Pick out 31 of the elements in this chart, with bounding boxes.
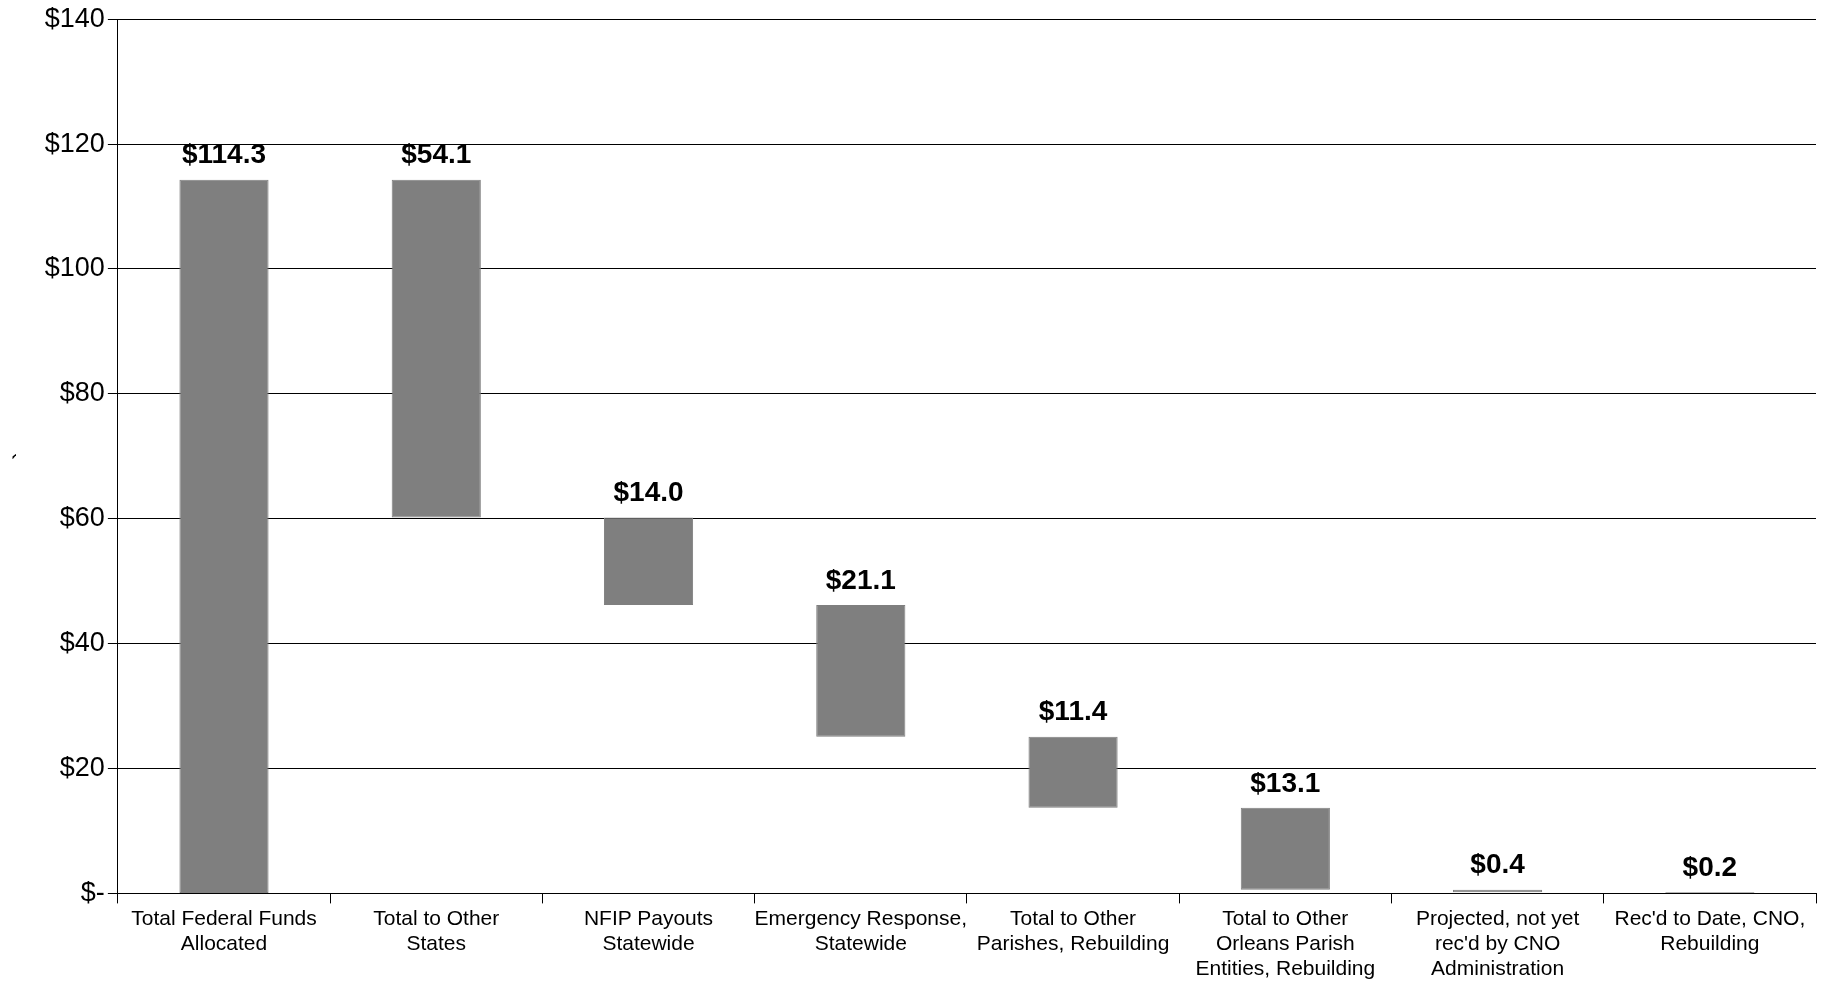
data-label: $21.1 [825,563,896,595]
x-tick-label: Total to Other States [373,905,500,954]
y-tick-label: $- [80,876,105,907]
x-tick-label: Total to Other Orleans Parish Entities, Rebuilding [1195,905,1376,980]
x-tick-label: Projected, not yet rec'd by CNO Administration [1415,905,1580,980]
data-label: $114.3 [181,138,267,170]
y-tick-label: $120 [44,127,105,158]
y-tick-label: $40 [59,627,105,658]
x-tick-label: Total Federal Funds Allocated [131,905,317,954]
bar [816,604,906,737]
bar [1028,736,1118,808]
bar [1240,807,1330,890]
y-tick-label: $80 [59,377,105,408]
y-axis-title: ` [8,452,36,461]
data-label: $54.1 [401,138,472,170]
data-label: $11.4 [1038,695,1108,727]
bar [179,179,269,893]
data-label: $14.0 [613,476,684,508]
x-tick-label: Rec'd to Date, CNO, Rebuilding [1614,905,1806,954]
y-tick-label: $140 [44,2,105,33]
data-label: $13.1 [1250,766,1321,798]
data-label: $0.4 [1470,848,1526,880]
x-tick-label: Emergency Response, Statewide [754,905,968,954]
y-tick-label: $100 [44,252,105,283]
bar [603,517,694,605]
bar [391,179,481,518]
data-label: $0.2 [1682,850,1738,882]
x-tick-label: Total to Other Parishes, Rebuilding [976,905,1170,954]
x-tick-label: NFIP Payouts Statewide [583,905,714,954]
y-tick-label: $60 [59,502,105,533]
y-tick-label: $20 [59,751,105,782]
